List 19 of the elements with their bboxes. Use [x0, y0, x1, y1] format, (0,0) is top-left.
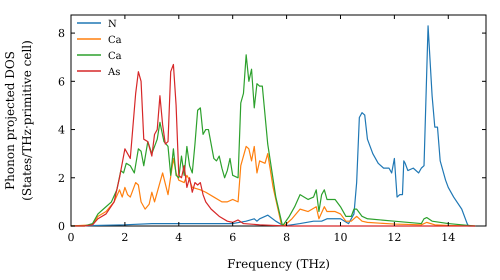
y-axis-title: Phonon projected DOS (States/THz·primitive cell) — [3, 40, 34, 201]
y-tick-label: 0 — [58, 220, 65, 233]
x-tick-label: 8 — [283, 231, 290, 244]
x-tick-label: 12 — [387, 231, 402, 244]
legend-label: N — [108, 19, 117, 30]
x-tick-label: 10 — [333, 231, 348, 244]
y-tick-label: 2 — [58, 172, 65, 185]
legend-label: Ca — [108, 51, 122, 62]
x-tick-label: 4 — [175, 231, 182, 244]
y-tick-label: 6 — [58, 75, 65, 88]
x-tick-label: 0 — [68, 231, 74, 244]
x-axis-title: Frequency (THz) — [227, 257, 330, 271]
x-tick-label: 14 — [441, 231, 456, 244]
y-tick-label: 8 — [58, 27, 65, 40]
legend-label: As — [107, 67, 120, 78]
y-tick-label: 4 — [58, 124, 65, 137]
legend-label: Ca — [108, 35, 122, 46]
x-tick-label: 2 — [121, 231, 128, 244]
x-tick-label: 6 — [229, 231, 236, 244]
